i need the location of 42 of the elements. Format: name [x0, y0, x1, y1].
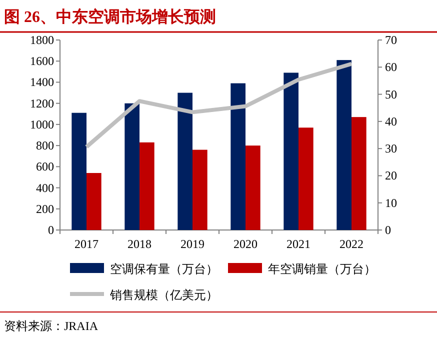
y-tick-label: 200	[36, 202, 54, 216]
y-tick-label: 1400	[30, 75, 54, 90]
bar	[336, 60, 352, 230]
bar	[352, 117, 366, 230]
legend-label: 销售规模（亿美元）	[109, 288, 218, 302]
y2-tick-label: 0	[385, 223, 391, 237]
y2-tick-label: 30	[385, 142, 397, 156]
text: 资料来源：JRAIA	[4, 319, 98, 333]
y-tick-label: 400	[36, 180, 54, 195]
bar	[124, 103, 140, 230]
y-tick-label: 800	[36, 138, 54, 153]
y2-tick-label: 70	[385, 33, 397, 47]
y-tick-label: 1200	[30, 96, 54, 110]
line-series	[84, 62, 354, 149]
bar	[86, 173, 102, 230]
y2-tick-label: 10	[385, 196, 397, 210]
y2-tick-label: 50	[385, 87, 397, 102]
legend-label: 空调保有量（万台）	[110, 262, 218, 276]
y2-tick-label: 60	[385, 60, 397, 74]
y2-tick-label: 20	[385, 168, 397, 183]
x-tick-label: 2022	[340, 237, 364, 251]
bar	[246, 146, 260, 230]
chart-title: 图 26、中东空调市场增长预测	[4, 8, 216, 26]
bar	[298, 128, 314, 230]
x-tick-label: 2020	[234, 237, 258, 251]
bar	[192, 150, 208, 230]
y-tick-label: 1600	[30, 54, 54, 68]
x-tick-label: 2018	[128, 237, 152, 251]
x-tick-label: 2017	[74, 237, 98, 251]
bar	[284, 72, 298, 230]
bar	[230, 83, 246, 230]
y-tick-label: 1000	[30, 117, 54, 132]
y2-tick-label: 40	[385, 114, 397, 128]
bar	[72, 112, 86, 230]
x-tick-label: 2019	[180, 237, 204, 251]
y-tick-label: 600	[36, 160, 54, 174]
bar	[178, 92, 192, 230]
y-tick-label: 0	[48, 223, 54, 237]
legend-label: 年空调销量（万台）	[268, 262, 376, 276]
x-tick-label: 2021	[286, 237, 310, 251]
y-tick-label: 1800	[30, 33, 54, 47]
bar	[140, 142, 154, 230]
